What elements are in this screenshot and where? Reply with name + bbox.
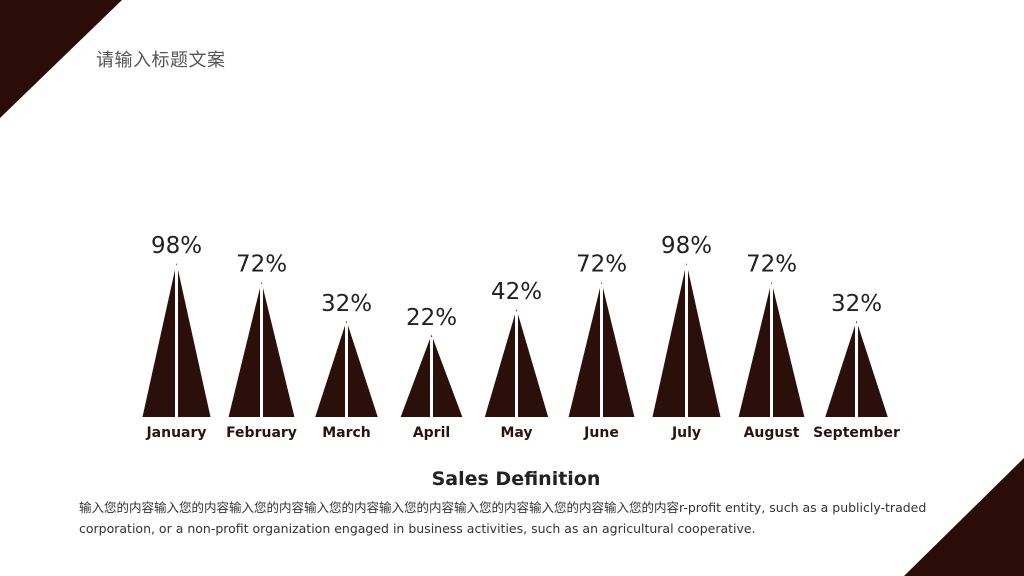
value-label-april: 22% [406, 305, 457, 331]
value-label-may: 42% [491, 279, 542, 305]
category-label-february: February [226, 425, 297, 441]
category-label-july: July [671, 425, 701, 441]
value-label-march: 32% [321, 291, 372, 317]
corner-decoration-top-left [0, 0, 122, 118]
category-label-march: March [322, 425, 371, 441]
category-label-june: June [583, 425, 619, 441]
value-label-september: 32% [831, 291, 882, 317]
category-label-august: August [744, 425, 800, 441]
section-body-text: 输入您的内容输入您的内容输入您的内容输入您的内容输入您的内容输入您的内容输入您的… [79, 500, 927, 536]
value-label-february: 72% [236, 252, 287, 278]
value-label-january: 98% [151, 233, 202, 259]
value-label-july: 98% [661, 233, 712, 259]
section-title: Sales Definition [431, 468, 601, 490]
category-label-may: May [500, 425, 532, 441]
category-label-september: September [813, 425, 900, 441]
value-label-june: 72% [576, 252, 627, 278]
category-label-april: April [413, 425, 450, 441]
triangle-bar-chart: 98% January 72% February 32% March 22% April 42%… [142, 233, 900, 441]
value-label-august: 72% [746, 252, 797, 278]
category-label-january: January [145, 425, 206, 441]
page-title: 请输入标题文案 [96, 50, 226, 71]
